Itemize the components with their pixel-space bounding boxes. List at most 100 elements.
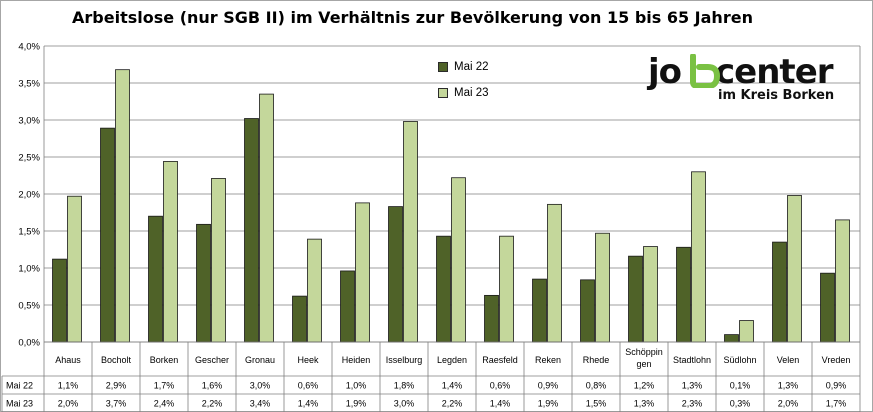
- x-category-label: Raesfeld: [482, 355, 518, 365]
- legend-item-mai-23: Mai 23: [438, 86, 489, 100]
- table-value: 1,9%: [538, 399, 559, 409]
- table-value: 3,4%: [250, 399, 271, 409]
- table-value: 2,4%: [154, 399, 175, 409]
- table-value: 1,6%: [202, 381, 223, 391]
- y-tick-label: 1,5%: [18, 227, 40, 238]
- bar-mai-22: [100, 127, 115, 343]
- x-category-label: Gronau: [245, 355, 275, 365]
- x-category-label: Rhede: [583, 355, 610, 365]
- bar-mai-22: [676, 246, 691, 343]
- bar-mai-23: [499, 235, 514, 343]
- bar-mai-23: [355, 202, 370, 343]
- table-value: 1,7%: [154, 381, 175, 391]
- bar-mai-22: [388, 206, 403, 343]
- bar-mai-23: [259, 93, 274, 343]
- logo-text-jo: jo: [648, 52, 682, 92]
- bar-mai-23: [835, 219, 850, 343]
- logo-text-center: center: [715, 52, 833, 92]
- table-value: 1,3%: [682, 381, 703, 391]
- legend-label-mai-23: Mai 23: [454, 87, 489, 99]
- x-category-label: Ahaus: [55, 355, 81, 365]
- legend: Mai 22 Mai 23: [438, 60, 489, 112]
- table-value: 0,6%: [298, 381, 319, 391]
- x-category-label: Heek: [297, 355, 319, 365]
- x-category-label: Südlohn: [723, 355, 756, 365]
- bar-mai-23: [547, 203, 562, 343]
- bar-mai-22: [292, 295, 307, 343]
- x-category-label: Bocholt: [101, 355, 132, 365]
- x-category-label: Borken: [150, 355, 179, 365]
- table-value: 1,4%: [442, 381, 463, 391]
- table-value: 1,9%: [346, 399, 367, 409]
- table-value: 1,3%: [778, 381, 799, 391]
- table-value: 1,4%: [298, 399, 319, 409]
- legend-label-mai-22: Mai 22: [454, 61, 489, 73]
- table-value: 1,4%: [490, 399, 511, 409]
- y-tick-label: 2,0%: [18, 190, 40, 201]
- table-series-label: Mai 22: [6, 381, 33, 391]
- jobcenter-logo: jo center im Kreis Borken: [648, 52, 848, 106]
- logo-b-mark-icon: [690, 54, 720, 88]
- bar-mai-23: [451, 177, 466, 343]
- table-value: 1,1%: [58, 381, 79, 391]
- logo-wordmark: jo center: [648, 52, 834, 92]
- bar-mai-22: [436, 235, 451, 343]
- x-category-label: Legden: [437, 355, 467, 365]
- bar-mai-23: [691, 171, 706, 343]
- y-tick-label: 0,5%: [18, 301, 40, 312]
- bar-mai-22: [724, 334, 739, 343]
- table-value: 2,3%: [682, 399, 703, 409]
- table-value: 0,9%: [826, 381, 847, 391]
- legend-swatch-mai-22: [438, 62, 448, 72]
- bar-mai-22: [484, 294, 499, 343]
- bar-mai-22: [196, 223, 211, 343]
- legend-swatch-mai-23: [438, 88, 448, 98]
- bar-mai-22: [244, 118, 259, 343]
- bar-mai-22: [52, 258, 67, 343]
- bar-mai-22: [148, 215, 163, 343]
- x-category-label: Vreden: [822, 355, 851, 365]
- table-value: 2,2%: [202, 399, 223, 409]
- table-value: 1,2%: [634, 381, 655, 391]
- bar-mai-23: [595, 232, 610, 343]
- y-tick-label: 4,0%: [18, 42, 40, 53]
- table-value: 2,9%: [106, 381, 127, 391]
- x-category-label: Schöppin: [625, 347, 663, 357]
- bar-mai-22: [340, 270, 355, 343]
- y-tick-label: 0,0%: [18, 338, 40, 349]
- table-value: 2,0%: [58, 399, 79, 409]
- bar-mai-23: [787, 195, 802, 343]
- bar-mai-23: [739, 320, 754, 343]
- x-category-label: Isselburg: [386, 355, 423, 365]
- table-value: 0,9%: [538, 381, 559, 391]
- y-tick-label: 1,0%: [18, 264, 40, 275]
- bar-mai-22: [580, 279, 595, 343]
- table-value: 2,0%: [778, 399, 799, 409]
- x-category-label: Stadtlohn: [673, 355, 711, 365]
- bar-mai-23: [211, 178, 226, 343]
- x-category-label: gen: [636, 359, 651, 369]
- table-series-label: Mai 23: [6, 399, 33, 409]
- bar-mai-22: [532, 278, 547, 343]
- table-value: 3,0%: [250, 381, 271, 391]
- table-value: 3,0%: [394, 399, 415, 409]
- bar-mai-22: [772, 241, 787, 343]
- x-category-label: Velen: [777, 355, 800, 365]
- table-value: 1,3%: [634, 399, 655, 409]
- table-value: 0,1%: [730, 381, 751, 391]
- table-value: 1,5%: [586, 399, 607, 409]
- legend-item-mai-22: Mai 22: [438, 60, 489, 74]
- y-tick-label: 3,5%: [18, 79, 40, 90]
- bar-mai-22: [628, 255, 643, 343]
- table-value: 0,3%: [730, 399, 751, 409]
- bar-mai-23: [115, 69, 130, 343]
- table-value: 0,8%: [586, 381, 607, 391]
- x-category-label: Reken: [535, 355, 561, 365]
- bar-mai-22: [820, 272, 835, 343]
- bar-mai-23: [307, 238, 322, 343]
- logo-subtitle: im Kreis Borken: [718, 88, 835, 103]
- table-value: 1,8%: [394, 381, 415, 391]
- table-value: 1,0%: [346, 381, 367, 391]
